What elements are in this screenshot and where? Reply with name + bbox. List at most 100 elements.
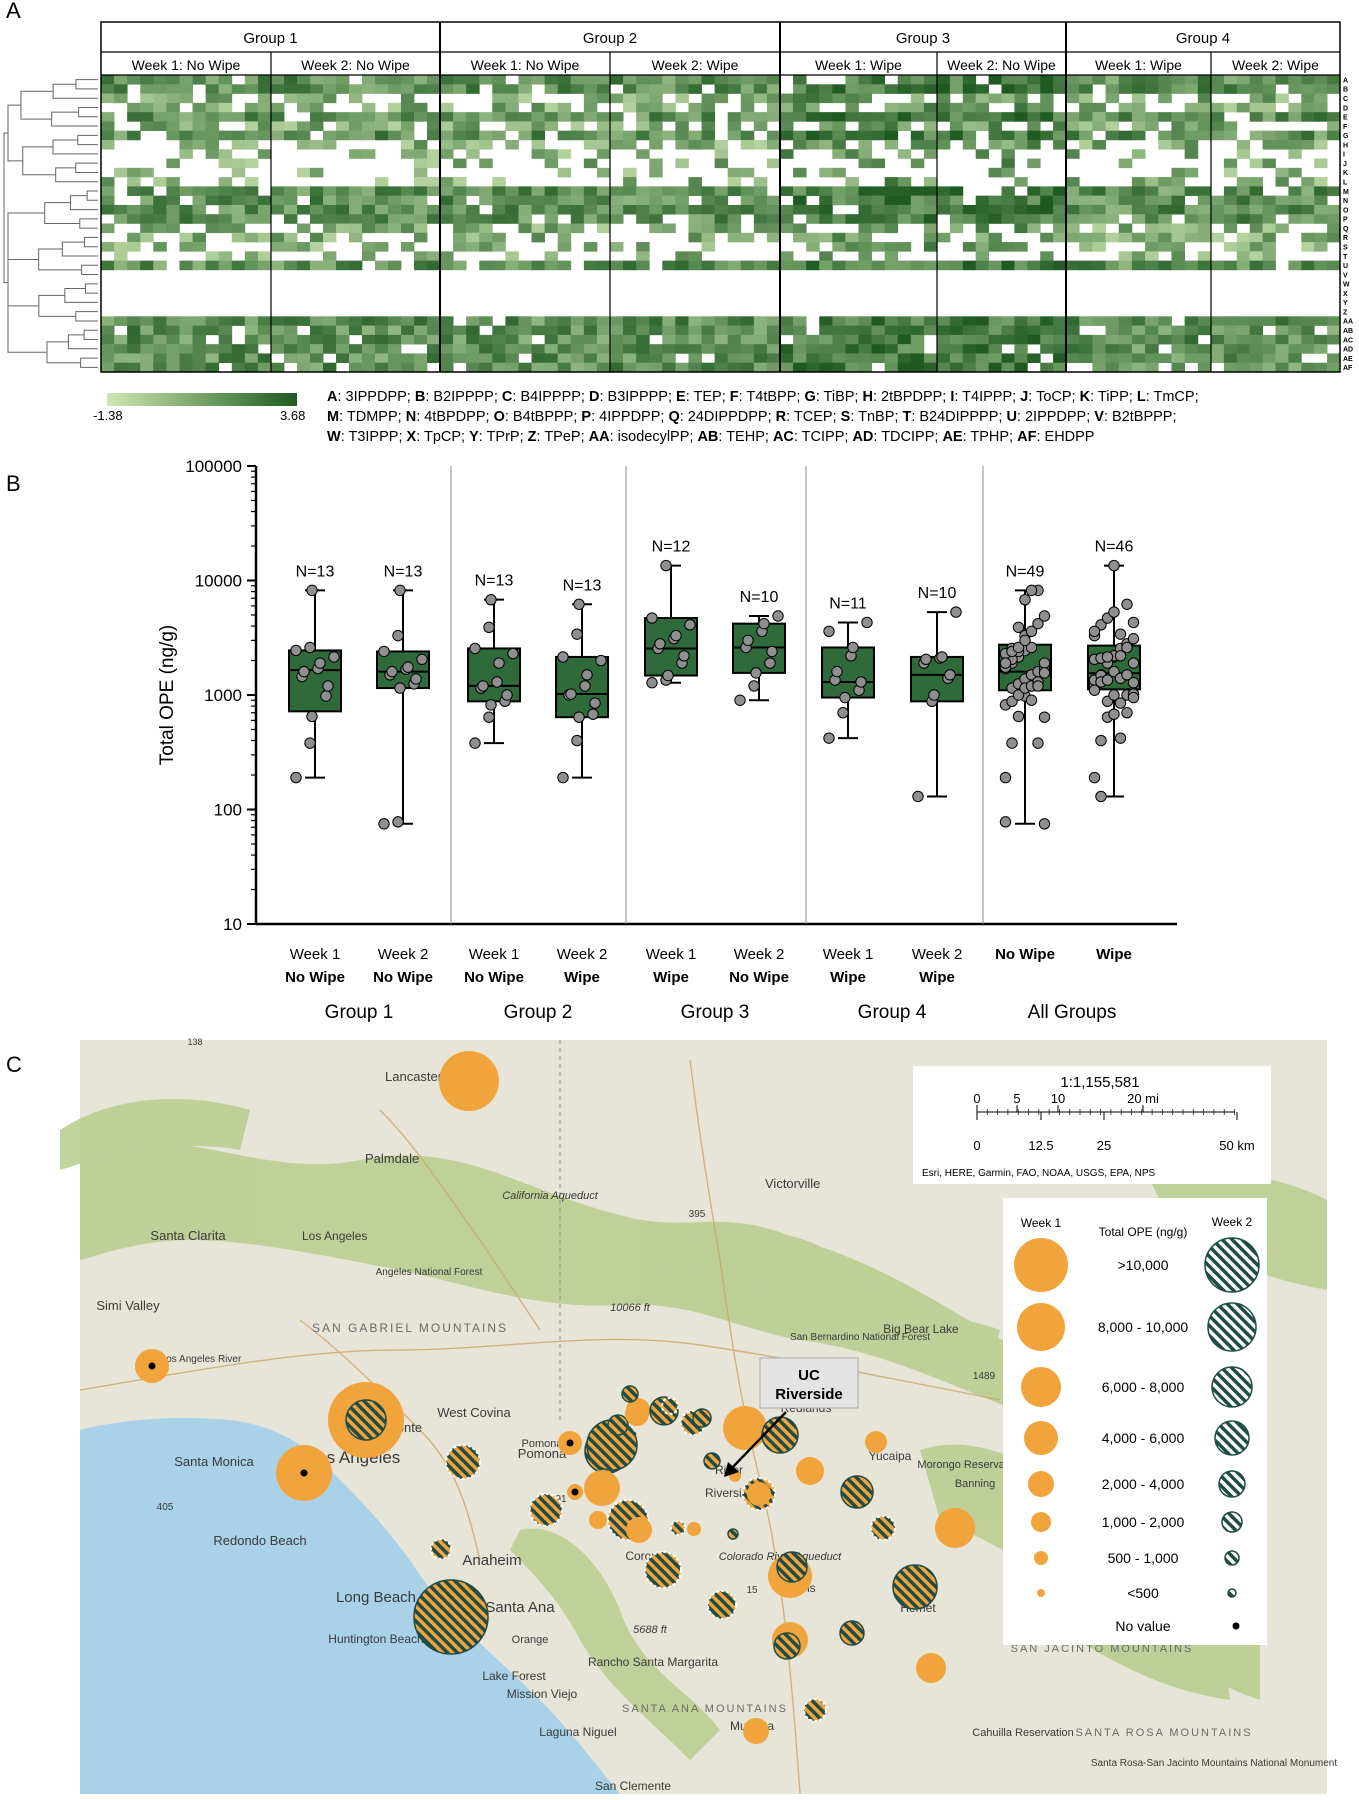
data-point	[772, 610, 784, 622]
heatmap-cell	[662, 84, 676, 94]
heatmap-cell	[388, 112, 402, 122]
heatmap-cell	[596, 130, 611, 141]
heatmap-cell	[1288, 316, 1302, 326]
heatmap-cell	[349, 195, 363, 206]
heatmap-cell	[310, 93, 324, 104]
heatmap-cell	[140, 75, 154, 85]
map-place-label: San Clemente	[595, 1779, 671, 1793]
heatmap-cell	[1171, 130, 1186, 141]
heatmap-cell	[284, 130, 298, 141]
heatmap-cell	[1301, 130, 1315, 141]
heatmap-cell	[271, 186, 285, 196]
heatmap-cell	[766, 204, 781, 215]
compound-key: A: 3IPPDPP; B: B2IPPPP; C: B4IPPPP; D: B…	[327, 387, 1347, 447]
heatmap-cell	[518, 214, 532, 224]
heatmap-cell	[1197, 260, 1212, 271]
heatmap-cell	[858, 75, 872, 85]
heatmap-cell	[1223, 102, 1238, 113]
heatmap-cell	[1040, 75, 1054, 85]
heatmap-cell	[962, 121, 977, 131]
heatmap-cell	[140, 214, 154, 224]
heatmap-cell	[388, 130, 402, 141]
map-place-label: Rancho Santa Margarita	[588, 1655, 718, 1669]
map-place-label: Simi Valley	[96, 1298, 160, 1313]
heatmap-cell	[610, 353, 624, 364]
heatmap-cell	[1236, 242, 1251, 252]
heatmap-cell	[701, 75, 716, 85]
heatmap-cell	[505, 186, 519, 196]
heatmap-cell	[505, 214, 519, 224]
heatmap-cell	[1301, 186, 1315, 196]
compound-key-code: J	[1020, 389, 1029, 405]
heatmap-cell	[988, 130, 1002, 141]
heatmap-cell	[649, 325, 663, 336]
heatmap-cell	[766, 130, 781, 141]
heatmap-cell	[388, 186, 402, 196]
heatmap-cell	[753, 139, 768, 150]
heatmap-cell	[362, 121, 376, 131]
heatmap-cell	[1001, 204, 1015, 215]
heatmap-cell	[714, 93, 729, 104]
heatmap-cell	[362, 344, 376, 354]
heatmap-cell	[649, 112, 663, 122]
data-point	[1114, 628, 1127, 640]
heatmap-cell	[649, 102, 663, 113]
heatmap-cell	[727, 130, 742, 141]
heatmap-cell	[414, 102, 428, 113]
heatmap-cell	[819, 167, 833, 178]
heatmap-cell	[570, 316, 585, 326]
heatmap-cell	[1288, 344, 1302, 354]
heatmap-cell	[1092, 75, 1106, 85]
heatmap-cell	[323, 334, 337, 345]
heatmap-cell	[675, 325, 689, 336]
heatmap-cell	[427, 204, 441, 215]
heatmap-cell	[858, 251, 872, 261]
heatmap-cell	[740, 334, 755, 345]
heatmap-cell	[688, 362, 702, 373]
heatmap-cell	[1171, 260, 1186, 271]
heatmap-cell	[1001, 75, 1015, 85]
heatmap-cell	[257, 195, 272, 206]
heatmap-cell	[1158, 139, 1172, 150]
heatmap-cell	[793, 325, 807, 336]
legend-no-value-symbol	[1232, 1622, 1240, 1630]
heatmap-cell	[845, 93, 859, 104]
heatmap-cell	[1314, 102, 1328, 113]
heatmap-cell	[284, 260, 298, 271]
heatmap-cell	[531, 204, 546, 215]
heatmap-cell	[218, 177, 233, 187]
heatmap-cell	[1040, 362, 1054, 373]
heatmap-cell	[740, 93, 755, 104]
heatmap-cell	[819, 353, 833, 364]
heatmap-cell	[871, 195, 886, 206]
heatmap-cell	[819, 93, 833, 104]
compound-key-code: D	[588, 389, 600, 405]
heatmap-cell	[923, 214, 938, 224]
heatmap-cell	[492, 214, 506, 224]
map-place-label: 91	[555, 1494, 567, 1505]
dendrogram-branch	[67, 334, 98, 350]
heatmap-cell	[688, 75, 702, 85]
heatmap-cell	[362, 195, 376, 206]
heatmap-cell	[1066, 186, 1080, 196]
heatmap-cell	[153, 93, 167, 104]
heatmap-cell	[101, 362, 115, 373]
heatmap-cell	[231, 204, 246, 215]
heatmap-cell	[127, 130, 141, 141]
heatmap-cell	[231, 195, 246, 206]
heatmap-cell	[988, 214, 1002, 224]
heatmap-cell	[518, 334, 532, 345]
heatmap-cell	[1249, 84, 1263, 94]
heatmap-cell	[753, 204, 768, 215]
compound-key-code: O	[493, 409, 505, 425]
heatmap-cell	[975, 223, 989, 234]
heatmap-cell	[780, 130, 794, 141]
heatmap-cell	[1301, 232, 1315, 243]
heatmap-cell	[1249, 353, 1263, 364]
heatmap-cell	[949, 130, 964, 141]
heatmap-cell	[192, 344, 207, 354]
heatmap-cell	[531, 353, 546, 364]
heatmap-cell	[583, 186, 598, 196]
map-place-label: Mission Viejo	[507, 1687, 578, 1701]
